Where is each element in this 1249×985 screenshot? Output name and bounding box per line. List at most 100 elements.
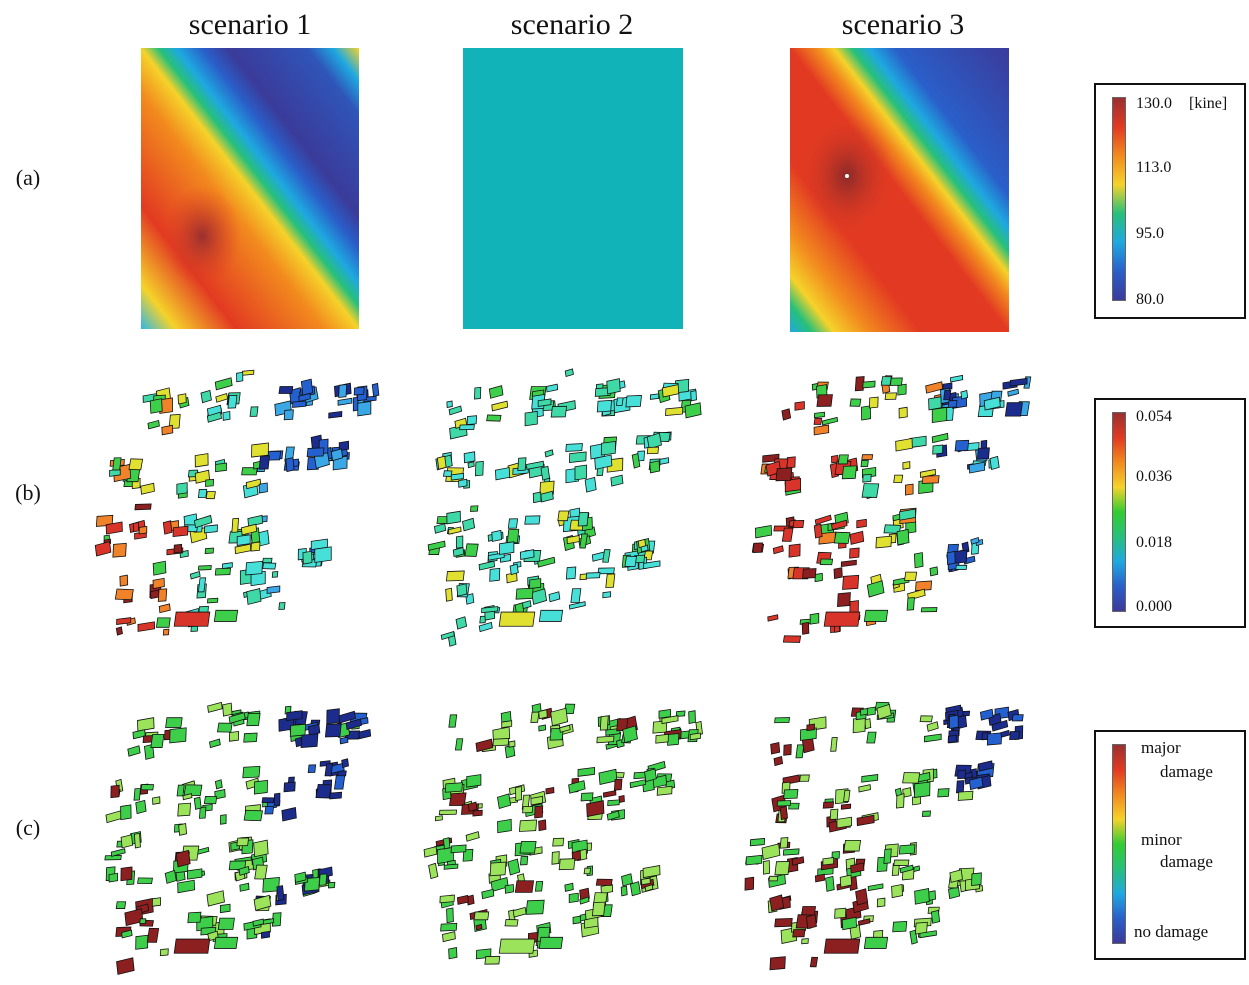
building xyxy=(655,733,669,744)
building xyxy=(214,567,232,576)
building xyxy=(989,455,1000,471)
building xyxy=(112,542,127,558)
building xyxy=(463,451,476,464)
building xyxy=(193,514,213,529)
building xyxy=(241,467,258,476)
building xyxy=(568,892,579,904)
building xyxy=(520,855,529,866)
building xyxy=(602,790,617,798)
building xyxy=(855,888,869,906)
building xyxy=(744,876,755,891)
building xyxy=(540,465,551,481)
building xyxy=(954,439,970,452)
building xyxy=(243,809,263,822)
building xyxy=(579,896,590,905)
legend-damage-label: damage xyxy=(1160,762,1213,781)
row-label-b: (b) xyxy=(15,480,41,505)
building xyxy=(546,383,559,393)
building xyxy=(665,406,684,416)
building xyxy=(564,368,574,378)
building xyxy=(551,851,560,865)
building xyxy=(110,784,120,799)
building xyxy=(774,918,793,928)
building xyxy=(353,386,365,396)
building xyxy=(875,535,892,549)
building xyxy=(919,930,937,939)
building xyxy=(781,527,794,542)
building xyxy=(204,524,218,534)
building xyxy=(474,386,482,400)
building xyxy=(642,865,661,879)
building xyxy=(95,514,114,527)
building xyxy=(314,546,332,563)
building xyxy=(986,732,1003,746)
building xyxy=(862,473,872,483)
building xyxy=(440,631,455,640)
building xyxy=(498,938,536,954)
building xyxy=(455,535,464,549)
building xyxy=(283,781,296,793)
building xyxy=(329,791,343,800)
building xyxy=(861,774,879,783)
building xyxy=(754,524,772,539)
building xyxy=(532,389,545,397)
building xyxy=(508,740,516,748)
building xyxy=(786,456,796,469)
building xyxy=(644,768,657,783)
building xyxy=(776,800,792,807)
building xyxy=(474,460,484,477)
building xyxy=(572,915,582,925)
building xyxy=(968,461,986,474)
building xyxy=(137,717,155,732)
building xyxy=(914,781,931,798)
legend-velocity-tick: 113.0 xyxy=(1136,159,1172,176)
building xyxy=(913,552,924,569)
building xyxy=(902,772,921,784)
building xyxy=(243,732,258,743)
building xyxy=(446,510,461,525)
building xyxy=(169,727,187,744)
building xyxy=(794,401,805,411)
building xyxy=(983,396,1001,411)
velocity-map-scenario-2 xyxy=(463,48,683,329)
legend-velocity-tick: 80.0 xyxy=(1136,291,1164,308)
building xyxy=(176,784,185,797)
building xyxy=(300,378,314,396)
building xyxy=(920,607,938,613)
building xyxy=(580,792,594,802)
building xyxy=(464,543,479,557)
building xyxy=(341,758,349,769)
building xyxy=(236,371,244,383)
building xyxy=(266,585,281,594)
building xyxy=(112,457,122,471)
legend-velocity-colorbar xyxy=(1112,97,1126,301)
building xyxy=(950,374,964,383)
building xyxy=(105,810,124,824)
building xyxy=(538,709,548,720)
building xyxy=(978,760,993,772)
building xyxy=(769,894,785,912)
building xyxy=(262,877,280,893)
building xyxy=(443,863,459,870)
building xyxy=(585,572,601,579)
building xyxy=(550,707,569,727)
building xyxy=(579,573,588,581)
building xyxy=(769,956,786,971)
building xyxy=(298,393,311,403)
building xyxy=(957,790,974,801)
building xyxy=(515,786,523,802)
building xyxy=(133,788,141,801)
building xyxy=(261,797,275,804)
building xyxy=(795,744,805,759)
building xyxy=(491,400,509,412)
building xyxy=(616,718,629,732)
building xyxy=(245,560,263,576)
building xyxy=(538,609,564,622)
building xyxy=(446,907,454,924)
building xyxy=(667,733,680,746)
building xyxy=(558,858,576,871)
building xyxy=(770,741,781,755)
building xyxy=(300,733,319,748)
building xyxy=(213,936,239,949)
building xyxy=(194,453,209,468)
